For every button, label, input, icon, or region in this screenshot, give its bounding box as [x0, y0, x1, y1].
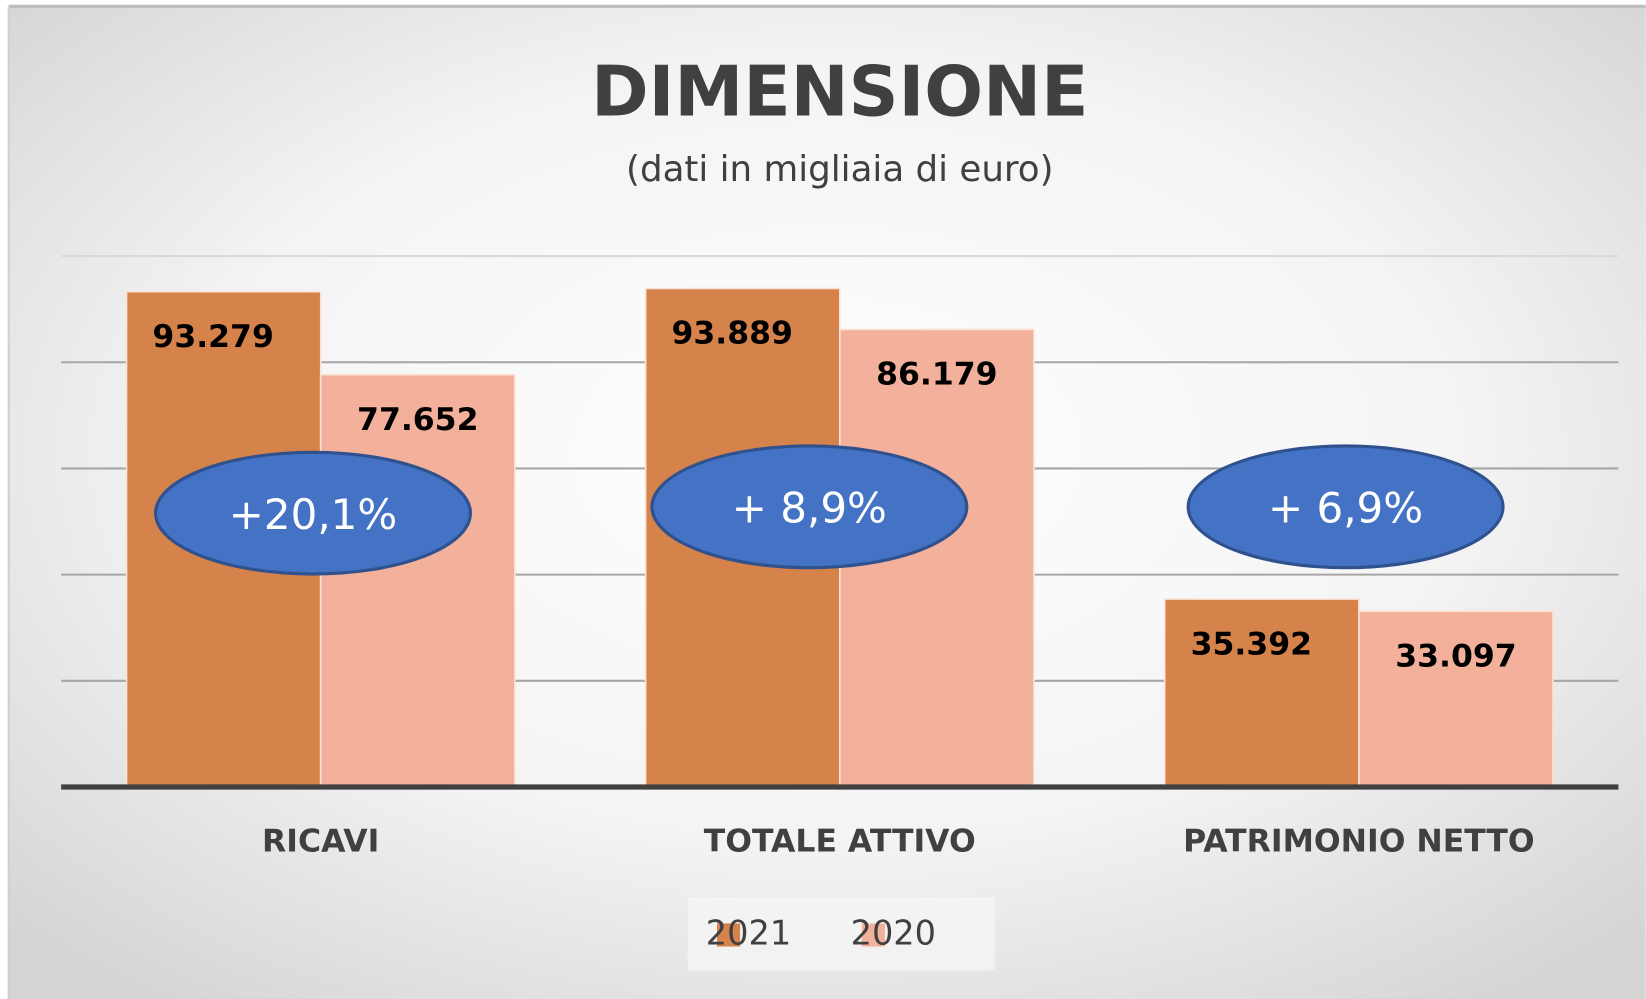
annotation: +20,1%	[229, 490, 397, 539]
annotation-bubble	[1186, 444, 1505, 570]
x-tick-label: TOTALE ATTIVO	[704, 824, 976, 860]
legend-swatch	[717, 923, 741, 947]
annotation-bubble	[154, 450, 472, 576]
value-label: 33.097	[1395, 638, 1516, 674]
value-label: 77.652	[357, 402, 478, 438]
annotation: + 8,9%	[732, 484, 887, 533]
value-label: 35.392	[1191, 626, 1312, 662]
legend-label: 2020	[851, 913, 936, 952]
annotation: + 6,9%	[1268, 484, 1423, 533]
value-label: 86.179	[876, 357, 997, 393]
legend-swatch	[861, 923, 885, 947]
chart-title: DIMENSIONE	[591, 53, 1088, 133]
value-label: 93.889	[672, 316, 793, 352]
chart-subtitle: (dati in migliaia di euro)	[626, 149, 1054, 190]
annotation-bubble	[650, 444, 969, 570]
value-label: 93.279	[152, 319, 273, 355]
legend-label: 2021	[706, 913, 791, 952]
bar	[1163, 598, 1360, 788]
bar	[1358, 610, 1554, 788]
x-tick-label: RICAVI	[262, 824, 379, 860]
x-tick-label: PATRIMONIO NETTO	[1183, 824, 1535, 860]
